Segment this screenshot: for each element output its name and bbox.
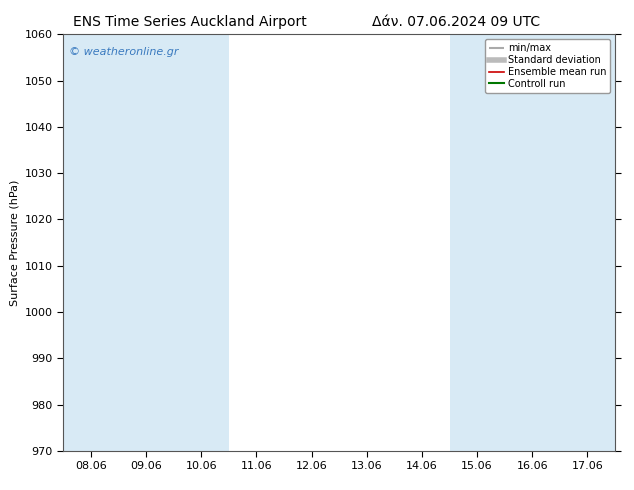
Y-axis label: Surface Pressure (hPa): Surface Pressure (hPa) [10,179,19,306]
Text: ENS Time Series Auckland Airport: ENS Time Series Auckland Airport [74,15,307,29]
Bar [560,34,615,451]
Text: Δάν. 07.06.2024 09 UTC: Δάν. 07.06.2024 09 UTC [372,15,541,29]
Text: © weatheronline.gr: © weatheronline.gr [69,47,178,57]
Bar [63,34,119,451]
Bar [450,34,560,451]
Bar [119,34,229,451]
Legend: min/max, Standard deviation, Ensemble mean run, Controll run: min/max, Standard deviation, Ensemble me… [486,39,610,93]
